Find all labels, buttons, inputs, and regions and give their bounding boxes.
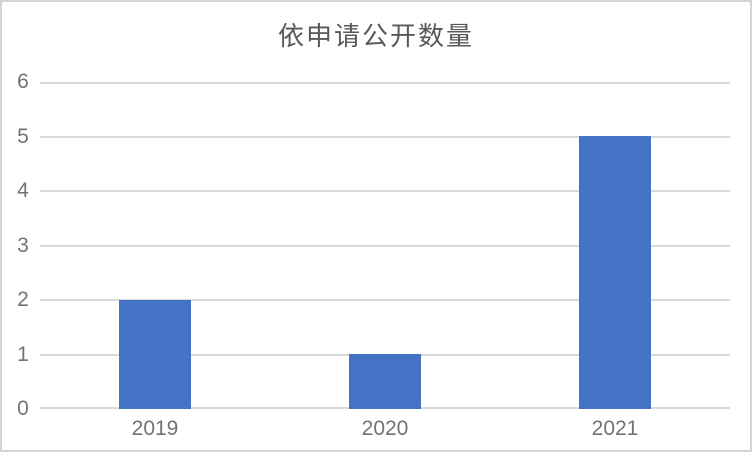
gridline-y-2 [40,299,730,301]
plot-area: 0 1 2 3 4 5 6 2019 2020 2021 [17,71,730,440]
y-axis-tick-label-5: 5 [17,125,29,148]
y-axis-tick-label-1: 1 [17,343,29,366]
y-axis-tick-label-4: 4 [17,179,29,202]
gridline-y-5 [40,136,730,138]
gridline-y-3 [40,245,730,247]
x-axis-tick-label-2019: 2019 [131,417,179,440]
bar-2020 [349,354,421,409]
y-axis-tick-label-0: 0 [17,397,29,420]
bar-2019 [119,300,191,409]
chart-title: 依申请公开数量 [277,21,474,51]
gridline-y-6 [40,82,730,84]
gridline-y-4 [40,190,730,192]
y-axis-tick-label-6: 6 [17,70,29,93]
y-axis-tick-label-3: 3 [17,234,29,257]
y-axis-tick-label-2: 2 [17,288,29,311]
x-axis-tick-label-2020: 2020 [361,417,409,440]
x-axis-tick-label-2021: 2021 [591,417,639,440]
bar-2021 [579,136,651,409]
